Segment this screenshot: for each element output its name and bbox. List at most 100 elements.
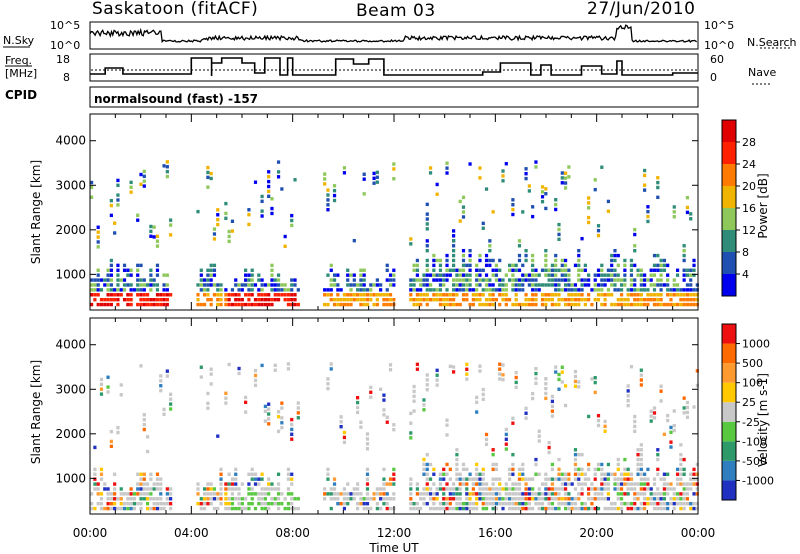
range-cell <box>465 273 469 277</box>
range-cell <box>488 492 492 496</box>
range-cell <box>458 472 462 476</box>
range-cell <box>129 273 133 277</box>
range-cell <box>596 487 601 491</box>
range-cell <box>633 227 637 232</box>
range-cell <box>159 506 163 511</box>
range-cell <box>276 497 281 501</box>
range-cell <box>109 497 113 501</box>
range-cell <box>567 165 571 169</box>
range-cell <box>382 393 386 397</box>
range-cell <box>616 278 620 282</box>
range-cell <box>159 497 163 501</box>
range-cell <box>633 244 637 248</box>
range-cell <box>273 278 277 282</box>
range-cell <box>290 302 294 307</box>
range-cell <box>425 244 429 248</box>
range-cell <box>656 492 660 496</box>
range-cell <box>432 253 436 258</box>
range-cell <box>260 288 264 292</box>
range-cell <box>484 278 489 282</box>
range-cell <box>498 482 502 486</box>
nsearch-tick-top: 10^5 <box>704 19 734 32</box>
range-cell <box>544 283 548 287</box>
range-cell <box>465 283 469 287</box>
range-cell <box>240 297 244 302</box>
range-cell <box>219 487 223 491</box>
range-cell <box>590 482 594 486</box>
range-cell <box>432 258 436 263</box>
range-cell <box>465 506 469 511</box>
range-cell <box>458 278 462 282</box>
range-cell <box>240 482 244 486</box>
range-cell <box>517 492 522 496</box>
range-cell <box>603 297 607 302</box>
range-cell <box>432 501 436 506</box>
range-cell <box>388 293 393 297</box>
range-cell <box>484 497 489 501</box>
range-cell <box>422 501 426 506</box>
range-cell <box>359 268 363 272</box>
range-cell <box>442 497 446 501</box>
range-cell <box>606 273 610 277</box>
range-cell <box>547 445 551 450</box>
range-cell <box>689 501 693 506</box>
range-cell <box>521 263 525 268</box>
range-cell <box>475 278 479 282</box>
range-cell <box>573 293 578 297</box>
range-cell <box>596 283 601 287</box>
range-cell <box>452 258 456 263</box>
range-cell <box>359 278 363 282</box>
range-cell <box>283 506 287 511</box>
range-cell <box>560 477 564 481</box>
range-cell <box>365 432 370 436</box>
cpid-box <box>89 86 699 108</box>
range-cell <box>109 506 113 511</box>
range-cell <box>610 253 614 258</box>
range-cell <box>323 492 327 496</box>
range-cell <box>196 492 200 496</box>
range-cell <box>247 302 251 307</box>
range-cell <box>596 224 601 228</box>
range-cell <box>563 288 568 292</box>
range-cell <box>438 472 443 476</box>
range-cell <box>452 492 456 496</box>
range-cell <box>270 487 274 491</box>
range-cell <box>600 482 604 486</box>
range-cell <box>491 210 495 214</box>
range-cell <box>199 497 203 501</box>
range-cell <box>129 268 133 272</box>
range-cell <box>106 288 110 292</box>
range-cell <box>169 407 173 411</box>
colorbar-swatch <box>722 208 736 230</box>
range-cell <box>501 297 505 302</box>
range-cell <box>448 293 452 297</box>
range-cell <box>267 170 271 174</box>
range-cell <box>244 293 248 297</box>
range-cell <box>273 363 277 368</box>
range-cell <box>461 273 466 277</box>
range-cell <box>544 377 548 381</box>
date-title: 27/Jun/2010 <box>587 0 695 19</box>
range-cell <box>290 472 294 476</box>
range-cell <box>159 297 163 302</box>
range-cell <box>253 373 258 378</box>
range-cell <box>323 302 327 307</box>
range-cell <box>613 248 617 253</box>
range-cell <box>557 302 561 307</box>
range-cell <box>145 492 150 496</box>
range-cell <box>666 492 670 496</box>
range-cell <box>442 501 446 506</box>
range-cell <box>362 497 366 501</box>
range-cell <box>452 253 456 258</box>
range-cell <box>550 302 555 307</box>
range-cell <box>481 392 485 397</box>
range-cell <box>557 268 561 272</box>
range-cell <box>159 302 163 307</box>
range-cell <box>652 268 657 272</box>
range-cell <box>352 497 356 501</box>
range-cell <box>639 378 643 382</box>
range-cell <box>199 365 203 369</box>
range-cell <box>216 302 220 307</box>
range-cell <box>560 258 564 263</box>
range-cell <box>521 506 525 511</box>
